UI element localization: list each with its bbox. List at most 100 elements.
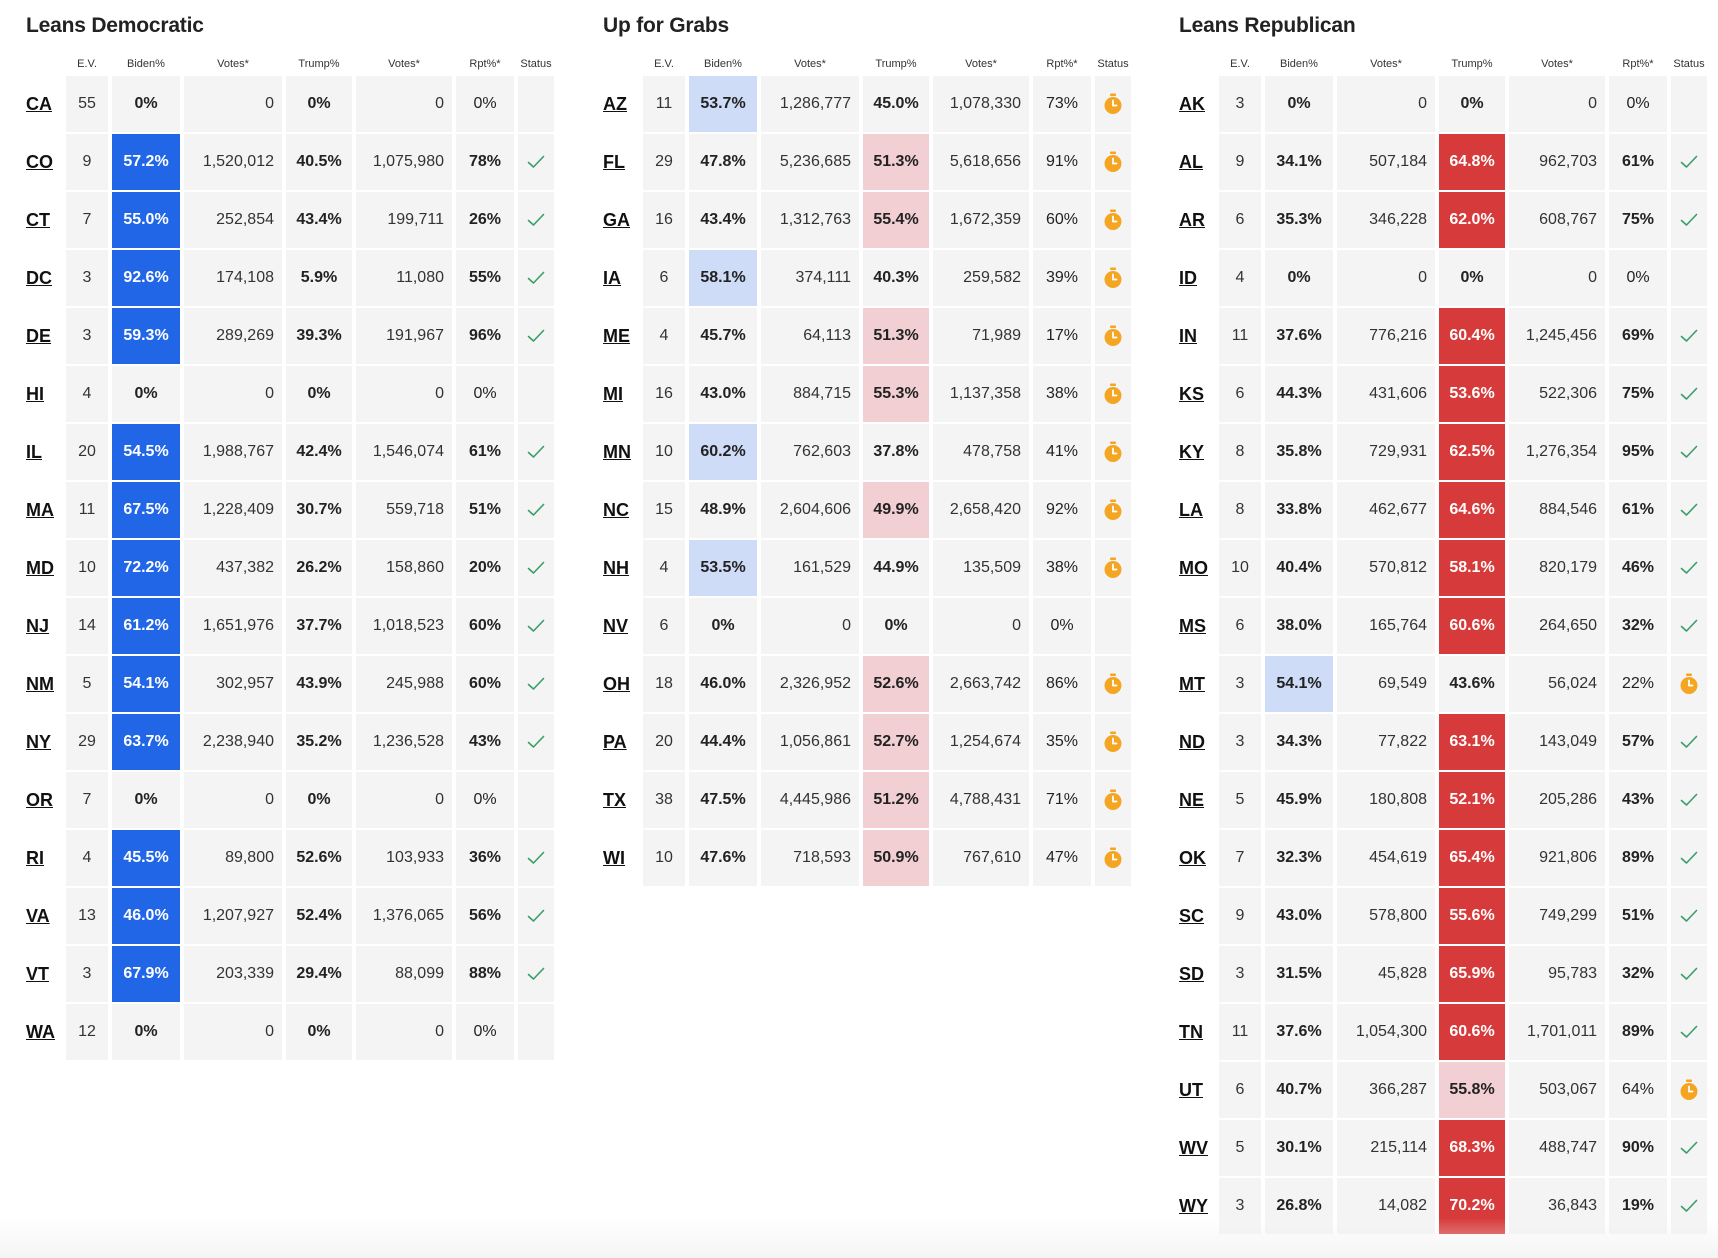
state-link[interactable]: AK — [1179, 94, 1205, 114]
reporting-percent: 95% — [1609, 424, 1667, 480]
status-cell — [1671, 366, 1707, 422]
trump-votes: 0 — [356, 772, 452, 828]
state-link[interactable]: WY — [1179, 1196, 1208, 1216]
state-link[interactable]: HI — [26, 384, 44, 404]
trump-votes: 264,650 — [1509, 598, 1605, 654]
state-link[interactable]: OK — [1179, 848, 1206, 868]
state-link[interactable]: NM — [26, 674, 54, 694]
biden-votes: 1,286,777 — [761, 76, 859, 132]
biden-votes: 161,529 — [761, 540, 859, 596]
status-cell — [1095, 830, 1131, 886]
biden-percent: 57.2% — [112, 134, 180, 190]
status-cell — [1671, 888, 1707, 944]
state-link[interactable]: CT — [26, 210, 50, 230]
state-link[interactable]: CO — [26, 152, 53, 172]
column-header: Votes* — [1370, 58, 1402, 70]
biden-votes: 45,828 — [1337, 946, 1435, 1002]
electoral-votes: 10 — [643, 424, 685, 480]
reporting-percent: 56% — [456, 888, 514, 944]
trump-votes: 11,080 — [356, 250, 452, 306]
electoral-votes: 55 — [66, 76, 108, 132]
state-link[interactable]: WA — [26, 1022, 55, 1042]
trump-percent: 37.8% — [863, 424, 929, 480]
state-link[interactable]: ID — [1179, 268, 1197, 288]
reporting-percent: 36% — [456, 830, 514, 886]
state-link[interactable]: MD — [26, 558, 54, 578]
state-link[interactable]: MT — [1179, 674, 1205, 694]
stopwatch-icon — [1680, 673, 1698, 694]
state-link[interactable]: MN — [603, 442, 631, 462]
state-link[interactable]: KS — [1179, 384, 1205, 404]
state-link[interactable]: SD — [1179, 964, 1205, 984]
state-link[interactable]: IN — [1179, 326, 1197, 346]
state-link[interactable]: IL — [26, 442, 42, 462]
biden-percent: 34.3% — [1265, 714, 1333, 770]
status-cell — [518, 888, 554, 944]
biden-votes: 89,800 — [184, 830, 282, 886]
status-cell — [1095, 714, 1131, 770]
check-icon — [1680, 851, 1698, 864]
state-link[interactable]: NE — [1179, 790, 1205, 810]
state-link[interactable]: NJ — [26, 616, 50, 636]
state-link[interactable]: AL — [1179, 152, 1203, 172]
state-link[interactable]: MI — [603, 384, 623, 404]
state-link[interactable]: MA — [26, 500, 54, 520]
state-link[interactable]: WV — [1179, 1138, 1208, 1158]
status-cell — [518, 76, 554, 132]
electoral-votes: 6 — [1219, 192, 1261, 248]
state-link[interactable]: CA — [26, 94, 52, 114]
state-link[interactable]: AR — [1179, 210, 1205, 230]
state-link[interactable]: SC — [1179, 906, 1205, 926]
state-link[interactable]: DC — [26, 268, 52, 288]
state-link[interactable]: LA — [1179, 500, 1203, 520]
state-link[interactable]: IA — [603, 268, 621, 288]
state-link[interactable]: NV — [603, 616, 629, 636]
state-link[interactable]: WI — [603, 848, 625, 868]
state-link[interactable]: OR — [26, 790, 53, 810]
biden-percent: 92.6% — [112, 250, 180, 306]
state-link[interactable]: VT — [26, 964, 50, 984]
biden-votes: 1,988,767 — [184, 424, 282, 480]
electoral-votes: 38 — [643, 772, 685, 828]
trump-percent: 43.9% — [286, 656, 352, 712]
status-cell — [1095, 250, 1131, 306]
state-link[interactable]: NH — [603, 558, 629, 578]
trump-votes: 1,078,330 — [933, 76, 1029, 132]
state-link[interactable]: RI — [26, 848, 44, 868]
biden-votes: 252,854 — [184, 192, 282, 248]
stopwatch-icon — [1680, 1079, 1698, 1100]
state-link[interactable]: AZ — [603, 94, 627, 114]
state-link[interactable]: TX — [603, 790, 627, 810]
electoral-votes: 11 — [1219, 1004, 1261, 1060]
state-link[interactable]: ND — [1179, 732, 1205, 752]
column-header: Status — [1097, 58, 1129, 70]
reporting-percent: 61% — [1609, 482, 1667, 538]
reporting-percent: 60% — [456, 598, 514, 654]
state-link[interactable]: NY — [26, 732, 52, 752]
electoral-votes: 6 — [1219, 1062, 1261, 1118]
electoral-votes: 5 — [1219, 1120, 1261, 1176]
state-link[interactable]: GA — [603, 210, 630, 230]
state-link[interactable]: UT — [1179, 1080, 1203, 1100]
electoral-votes: 9 — [66, 134, 108, 190]
state-link[interactable]: FL — [603, 152, 625, 172]
state-link[interactable]: NC — [603, 500, 629, 520]
trump-percent: 52.4% — [286, 888, 352, 944]
reporting-percent: 61% — [1609, 134, 1667, 190]
state-link[interactable]: PA — [603, 732, 627, 752]
state-link[interactable]: MO — [1179, 558, 1208, 578]
state-link[interactable]: MS — [1179, 616, 1206, 636]
electoral-votes: 3 — [66, 250, 108, 306]
state-link[interactable]: ME — [603, 326, 630, 346]
state-link[interactable]: TN — [1179, 1022, 1203, 1042]
stopwatch-icon — [1104, 441, 1122, 462]
trump-percent: 52.6% — [286, 830, 352, 886]
trump-percent: 45.0% — [863, 76, 929, 132]
state-link[interactable]: VA — [26, 906, 50, 926]
state-link[interactable]: KY — [1179, 442, 1205, 462]
trump-percent: 0% — [286, 76, 352, 132]
trump-votes: 962,703 — [1509, 134, 1605, 190]
state-link[interactable]: OH — [603, 674, 630, 694]
state-link[interactable]: DE — [26, 326, 52, 346]
biden-percent: 47.8% — [689, 134, 757, 190]
